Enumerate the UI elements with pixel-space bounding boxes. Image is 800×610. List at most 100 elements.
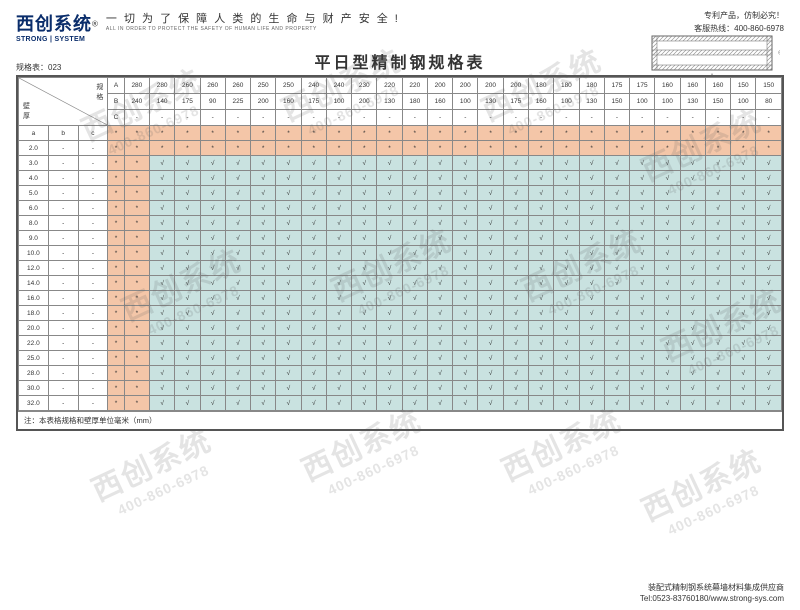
cell-c: - — [78, 201, 108, 216]
mark-cell: √ — [680, 171, 705, 186]
mark-cell: √ — [528, 246, 553, 261]
mark-cell: √ — [478, 231, 503, 246]
mark-cell: √ — [630, 351, 655, 366]
mark-cell: √ — [225, 276, 250, 291]
mark-cell: √ — [554, 306, 579, 321]
mark-cell: √ — [402, 261, 427, 276]
mark-cell: √ — [402, 306, 427, 321]
brand-block: 西创系统® STRONG | SYSTEM 一 切 为 了 保 障 人 类 的 … — [16, 10, 400, 43]
mark-cell: √ — [377, 276, 402, 291]
star-head-4: * — [225, 126, 250, 141]
mark-cell: √ — [326, 201, 351, 216]
mark-cell: √ — [579, 201, 604, 216]
mark-cell: √ — [225, 381, 250, 396]
cell-c: - — [78, 141, 108, 156]
row-star: * — [108, 246, 124, 261]
mark-cell: √ — [402, 246, 427, 261]
mark-cell: √ — [630, 201, 655, 216]
mark-cell: √ — [175, 186, 200, 201]
registered-mark: ® — [92, 19, 98, 28]
mark-cell: √ — [731, 261, 756, 276]
mark-cell: √ — [150, 246, 175, 261]
mark-cell: √ — [377, 381, 402, 396]
col-b-1: 140 — [150, 94, 175, 110]
mark-cell: √ — [478, 336, 503, 351]
mark-cell: √ — [377, 261, 402, 276]
col-a-11: 220 — [402, 78, 427, 94]
col-b-3: 90 — [200, 94, 225, 110]
left-hdr-c: c — [78, 126, 108, 141]
mark-cell: √ — [225, 186, 250, 201]
mark-cell: √ — [731, 381, 756, 396]
mark-cell: √ — [503, 291, 528, 306]
mark-cell: √ — [579, 336, 604, 351]
cell-a: 4.0 — [19, 171, 49, 186]
mark-cell: √ — [528, 261, 553, 276]
mark-cell: √ — [175, 246, 200, 261]
table-row: 6.0--**√√√√√√√√√√√√√√√√√√√√√√√√√ — [19, 201, 782, 216]
mark-cell: √ — [175, 276, 200, 291]
mark-cell: √ — [705, 201, 730, 216]
col-c-17: - — [554, 110, 579, 126]
mark-cell: √ — [352, 276, 377, 291]
cell-a: 18.0 — [19, 306, 49, 321]
mark-cell: √ — [200, 276, 225, 291]
mark-cell: √ — [352, 156, 377, 171]
mark-cell: √ — [604, 231, 629, 246]
mark-cell: √ — [453, 156, 478, 171]
mark-cell: √ — [630, 366, 655, 381]
mark-cell: √ — [276, 306, 301, 321]
mark-cell: √ — [554, 261, 579, 276]
mark-cell: √ — [503, 396, 528, 411]
left-hdr-b: b — [48, 126, 78, 141]
mark-cell: √ — [528, 306, 553, 321]
mark-cell: √ — [453, 306, 478, 321]
mark-cell: √ — [503, 321, 528, 336]
mark-cell: √ — [680, 396, 705, 411]
col-c-15: - — [503, 110, 528, 126]
star-head-7: * — [301, 126, 326, 141]
mark-cell: √ — [655, 336, 680, 351]
col-a-24: 150 — [731, 78, 756, 94]
col-c-22: - — [680, 110, 705, 126]
mark-cell: √ — [150, 321, 175, 336]
mark-cell: * — [124, 306, 149, 321]
star-head-14: * — [478, 126, 503, 141]
mark-cell: √ — [503, 231, 528, 246]
cell-c: - — [78, 231, 108, 246]
cell-a: 32.0 — [19, 396, 49, 411]
mark-cell: √ — [427, 216, 452, 231]
mark-cell: √ — [175, 336, 200, 351]
mark-cell: √ — [251, 171, 276, 186]
row-star: * — [108, 396, 124, 411]
mark-cell: √ — [276, 171, 301, 186]
mark-cell: √ — [251, 336, 276, 351]
mark-cell: √ — [756, 246, 782, 261]
mark-cell: √ — [731, 231, 756, 246]
mark-cell: √ — [528, 366, 553, 381]
mark-cell: √ — [705, 276, 730, 291]
mark-cell: * — [124, 201, 149, 216]
mark-cell: √ — [478, 246, 503, 261]
mark-cell: √ — [453, 186, 478, 201]
mark-cell: √ — [705, 381, 730, 396]
cell-a: 20.0 — [19, 321, 49, 336]
mark-cell: * — [478, 141, 503, 156]
col-c-20: - — [630, 110, 655, 126]
mark-cell: √ — [528, 396, 553, 411]
mark-cell: √ — [251, 366, 276, 381]
mark-cell: √ — [478, 171, 503, 186]
col-c-7: - — [301, 110, 326, 126]
cell-a: 28.0 — [19, 366, 49, 381]
mark-cell: √ — [150, 336, 175, 351]
row-star: * — [108, 276, 124, 291]
mark-cell: √ — [200, 246, 225, 261]
mark-cell: √ — [731, 336, 756, 351]
mark-cell: √ — [301, 216, 326, 231]
mark-cell: √ — [251, 261, 276, 276]
col-b-5: 200 — [251, 94, 276, 110]
mark-cell: √ — [251, 231, 276, 246]
col-b-20: 100 — [630, 94, 655, 110]
col-c-4: - — [225, 110, 250, 126]
corner-cell: 规格壁厚 — [19, 78, 108, 126]
